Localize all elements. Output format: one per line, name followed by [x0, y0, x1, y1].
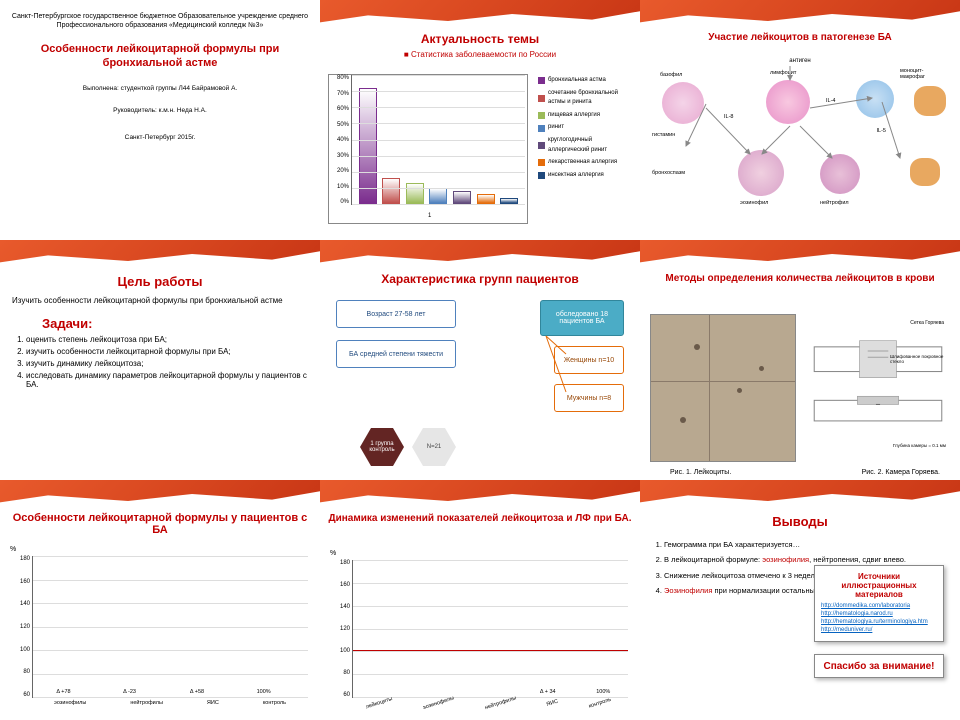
main-title: Особенности лейкоцитарной формулы при бр… [10, 42, 310, 71]
wave-decor [0, 480, 320, 508]
sources-title: Источники иллюстрационных материалов [821, 572, 937, 599]
conclusions-heading: Выводы [650, 514, 950, 529]
slide7-title: Особенности лейкоцитарной формулы у паци… [0, 512, 320, 536]
supervisor: Руководитель: к.м.н. Неда Н.А. [113, 107, 207, 115]
tasks-list: оценить степень лейкоцитоза при БА;изучи… [26, 335, 308, 389]
box-women: Женщины n=10 [554, 346, 624, 374]
caption2: Рис. 2. Камера Горяева. [862, 469, 940, 476]
slide-title: Санкт-Петербургское государственное бюдж… [0, 0, 320, 240]
slide-goals: Цель работы Изучить особенности лейкоцит… [0, 240, 320, 480]
slide8-title: Динамика изменений показателей лейкоцито… [320, 512, 640, 525]
bar-chart-s2: 80%70%60%50%40%30%20%10%0% 1 [328, 74, 528, 224]
box-age: Возраст 27-58 лет [336, 300, 456, 328]
wave-decor [320, 240, 640, 268]
footer: Санкт-Петербург 2015г. [125, 134, 196, 142]
wave-decor [320, 0, 640, 28]
wave-decor [640, 0, 960, 28]
goryaev-chamber: Сетка Горяева Шлифованное покровное стек… [806, 314, 950, 462]
wave-decor [320, 480, 640, 508]
slide6-title: Методы определения количества лейкоцитов… [640, 272, 960, 285]
hex-control: 1 группа контроль [360, 428, 404, 466]
slide5-title: Характеристика групп пациентов [320, 272, 640, 286]
microscope-image [650, 314, 796, 462]
thanks-text: Спасибо за внимание! [823, 661, 934, 672]
wave-decor [0, 240, 320, 268]
wave-decor [640, 240, 960, 268]
chart-s8: % 1801601401201008060 Δ + 34100% лейкоци… [330, 560, 630, 716]
caption1: Рис. 1. Лейкоциты. [670, 469, 731, 476]
slide-methods: Методы определения количества лейкоцитов… [640, 240, 960, 480]
cell-diagram: антиген базофил лимфоцит моноцит-макрофа… [650, 58, 950, 230]
chart-s7: % 1801601401201008060 Δ +78Δ -23Δ +58100… [10, 556, 310, 716]
slide-relevance: Актуальность темы ■ Статистика заболевае… [320, 0, 640, 240]
thanks-overlay: Спасибо за внимание! [814, 654, 944, 678]
source-link[interactable]: http://dommedika.com/laboratoria [821, 603, 937, 609]
box-total: обследовано 18 пациентов БА [540, 300, 624, 336]
hex-n: N=21 [412, 428, 456, 466]
slide-features-chart: Особенности лейкоцитарной формулы у паци… [0, 480, 320, 720]
box-men: Мужчины n=8 [554, 384, 624, 412]
box-severity: БА средней степени тяжести [336, 340, 456, 368]
goal-text: Изучить особенности лейкоцитарной формул… [12, 295, 308, 306]
legend-s2: бронхиальная астмасочетание бронхиальной… [538, 76, 634, 183]
slide-pathogenesis: Участие лейкоцитов в патогенезе БА антиг… [640, 0, 960, 240]
author: Выполнена: студенткой группы Л44 Байрамо… [83, 85, 237, 93]
source-link[interactable]: http://hematologiya.ru/terminologiya.htm [821, 619, 937, 625]
org-name: Санкт-Петербургское государственное бюдж… [10, 12, 310, 30]
sources-overlay: Источники иллюстрационных материалов htt… [814, 565, 944, 642]
source-link[interactable]: http://meduniver.ru/ [821, 627, 937, 633]
goal-heading: Цель работы [12, 274, 308, 289]
slide2-title: Актуальность темы [320, 32, 640, 46]
wave-decor [640, 480, 960, 508]
source-link[interactable]: http://hematologia.narod.ru [821, 611, 937, 617]
slide-dynamics-chart: Динамика изменений показателей лейкоцито… [320, 480, 640, 720]
tasks-heading: Задачи: [12, 316, 308, 331]
slide2-sub: ■ Статистика заболеваемости по России [320, 50, 640, 59]
slide-patients: Характеристика групп пациентов Возраст 2… [320, 240, 640, 480]
slide3-title: Участие лейкоцитов в патогенезе БА [640, 32, 960, 43]
